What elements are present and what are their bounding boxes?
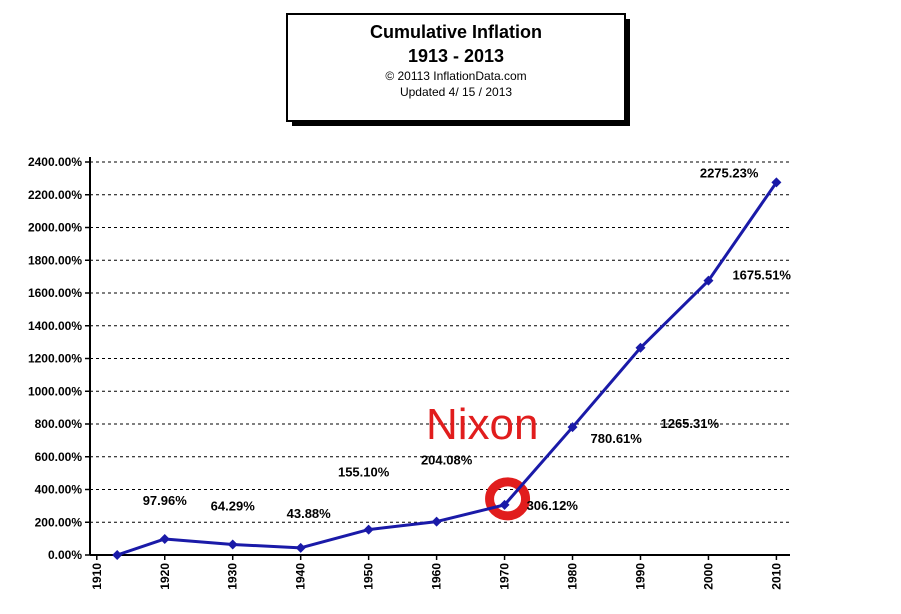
x-tick-label: 1940 (294, 563, 308, 590)
chart-copyright: © 20113 InflationData.com (385, 69, 526, 83)
data-point (635, 342, 646, 353)
data-point (771, 177, 782, 188)
grid-lines (90, 161, 790, 523)
data-label: 1265.31% (660, 416, 719, 431)
x-tick-label: 2000 (701, 563, 715, 590)
x-tick-label: 1960 (430, 563, 444, 590)
x-tick-label: 1920 (158, 563, 172, 590)
y-tick-label: 400.00% (35, 483, 83, 497)
y-tick-label: 600.00% (35, 450, 83, 464)
data-label: 306.12% (527, 498, 579, 513)
data-label: 43.88% (287, 506, 332, 521)
data-point (295, 542, 306, 553)
y-tick-label: 1800.00% (28, 253, 82, 267)
data-point (112, 550, 123, 560)
x-tick-label: 2010 (769, 563, 783, 590)
data-labels: 97.96% 64.29% 43.88% 155.10% 204.08% 306.12% 7… (143, 165, 792, 520)
y-tick-label: 0.00% (48, 548, 82, 562)
y-tick-label: 1400.00% (28, 319, 82, 333)
data-point (227, 539, 238, 550)
x-tick-label: 1980 (566, 563, 580, 590)
x-tick-label: 1910 (90, 563, 104, 590)
chart-title-line2: 1913 - 2013 (408, 46, 504, 66)
data-point (703, 275, 714, 286)
nixon-circle (485, 477, 531, 521)
data-label: 97.96% (143, 493, 188, 508)
data-point (159, 533, 170, 544)
y-tick-label: 2200.00% (28, 188, 82, 202)
y-tick-label: 1600.00% (28, 286, 82, 300)
x-tick-label: 1990 (633, 563, 647, 590)
y-tick-label: 800.00% (35, 417, 83, 431)
y-tick-label: 1200.00% (28, 352, 82, 366)
axes (85, 157, 790, 560)
chart-updated: Updated 4/ 15 / 2013 (400, 85, 512, 99)
data-label: 155.10% (338, 465, 390, 480)
chart-title-line1: Cumulative Inflation (370, 22, 542, 42)
data-point (499, 499, 510, 510)
data-label: 2275.23% (700, 165, 759, 180)
nixon-annotation: Nixon (426, 400, 539, 449)
series-line-group (112, 177, 782, 560)
data-label: 1675.51% (732, 268, 791, 283)
x-tick-label: 1930 (226, 563, 240, 590)
nixon-circle-group (485, 477, 531, 521)
y-tick-label: 2400.00% (28, 155, 82, 169)
x-tick-label: 1950 (362, 563, 376, 590)
data-label: 204.08% (421, 453, 473, 468)
data-point (431, 516, 442, 527)
y-tick-label: 1000.00% (28, 384, 82, 398)
data-point (363, 524, 374, 535)
y-tick-label: 200.00% (35, 515, 83, 529)
data-label: 64.29% (211, 498, 256, 513)
y-tick-label: 2000.00% (28, 221, 82, 235)
title-box (286, 13, 626, 122)
data-label: 780.61% (591, 431, 643, 446)
x-tick-label: 1970 (498, 563, 512, 590)
data-point (567, 422, 578, 433)
y-tick-labels: 0.00% 200.00% 400.00% 600.00% 800.00% 1000.00… (28, 155, 82, 562)
x-tick-labels: 1910 1920 1930 1940 1950 1960 1970 1980 1990 2000… (90, 563, 784, 590)
